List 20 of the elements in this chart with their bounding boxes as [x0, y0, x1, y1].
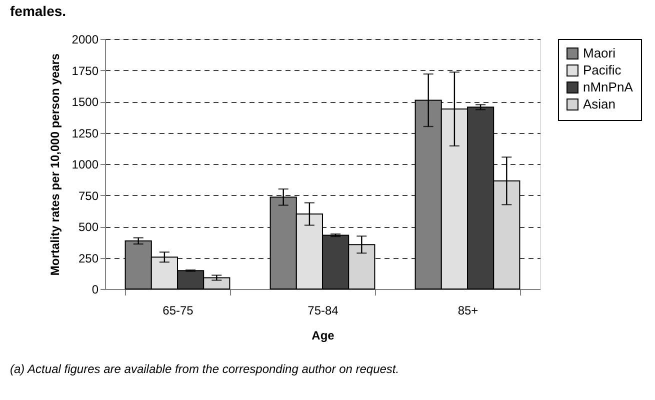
x-axis-title: Age	[312, 328, 335, 342]
legend-label: nMnPnA	[583, 80, 634, 94]
y-tick-label: 0	[92, 282, 99, 296]
y-tick-label: 1250	[72, 126, 99, 140]
y-tick-label: 2000	[72, 32, 99, 46]
x-tick-label: 85+	[458, 304, 478, 318]
legend-label: Maori	[583, 46, 616, 60]
y-axis-title: Mortality rates per 10,000 person years	[48, 53, 62, 276]
y-tick-label: 1000	[72, 158, 99, 172]
legend-label: Asian	[583, 96, 616, 112]
text: (a) Actual figures are available from the corresponding author on request.	[10, 362, 400, 376]
x-tick-label: 65-75	[162, 304, 194, 318]
y-tick-label: 1500	[72, 95, 99, 109]
chart-title: females.	[10, 3, 66, 19]
y-tick-label: 1750	[72, 64, 99, 78]
x-tick-label: 75-84	[308, 304, 339, 318]
legend-label: Pacific	[583, 62, 622, 78]
y-tick-label: 250	[78, 251, 99, 266]
y-tick-label: 750	[78, 188, 99, 203]
y-tick-label: 500	[78, 220, 99, 234]
